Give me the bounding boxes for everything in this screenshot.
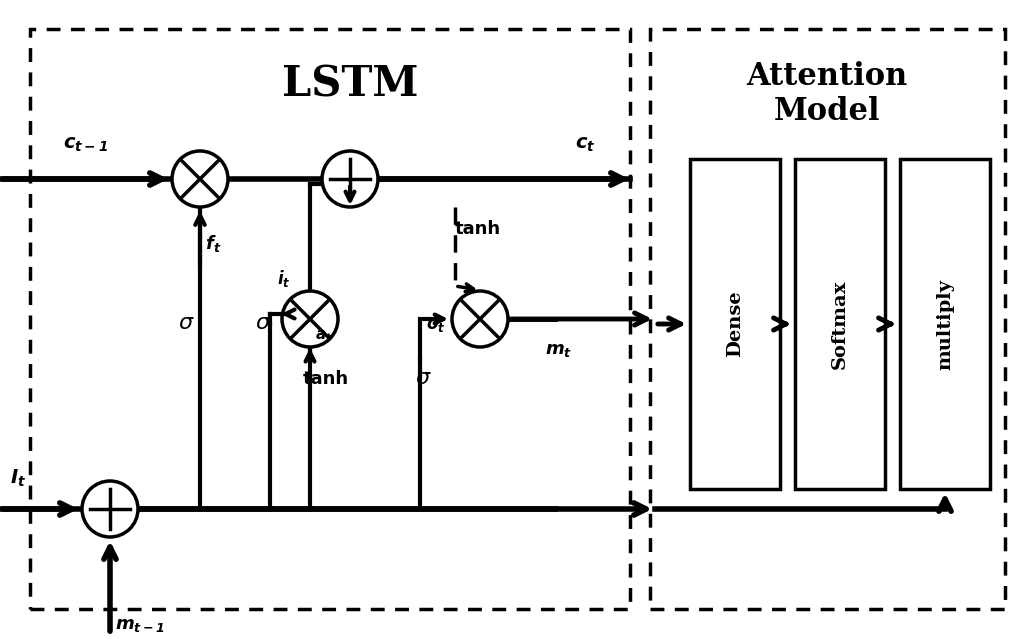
Text: tanh: tanh <box>303 370 349 388</box>
Bar <box>30 29 630 609</box>
Text: $\bfit{f_t}$: $\bfit{f_t}$ <box>205 233 221 254</box>
Text: Softmax: Softmax <box>831 279 849 369</box>
Text: $\bfit{c_{t-1}}$: $\bfit{c_{t-1}}$ <box>63 135 107 154</box>
Circle shape <box>82 481 137 537</box>
Text: $\bfit{o_t}$: $\bfit{o_t}$ <box>426 316 446 334</box>
Bar <box>650 29 1005 609</box>
Circle shape <box>452 291 508 347</box>
Text: $\sigma$: $\sigma$ <box>415 368 432 388</box>
Text: $\bfit{a_t}$: $\bfit{a_t}$ <box>315 328 333 344</box>
Bar <box>795 159 885 489</box>
Text: $\bfit{m_t}$: $\bfit{m_t}$ <box>545 341 572 359</box>
Circle shape <box>172 151 228 207</box>
Text: Attention
Model: Attention Model <box>746 61 908 127</box>
Circle shape <box>321 151 378 207</box>
Bar <box>690 159 780 489</box>
Text: LSTM: LSTM <box>282 63 419 105</box>
Text: $\bfit{m_{t-1}}$: $\bfit{m_{t-1}}$ <box>115 616 165 634</box>
Text: $\bfit{i_t}$: $\bfit{i_t}$ <box>277 268 291 289</box>
Text: $\sigma$: $\sigma$ <box>255 313 272 333</box>
Text: $\sigma$: $\sigma$ <box>178 313 195 333</box>
Text: $\bfit{c_t}$: $\bfit{c_t}$ <box>574 135 595 154</box>
Text: tanh: tanh <box>455 220 501 238</box>
Text: multiply: multiply <box>936 279 954 369</box>
Text: Dense: Dense <box>726 291 744 357</box>
Circle shape <box>282 291 338 347</box>
Text: $\bfit{I_t}$: $\bfit{I_t}$ <box>10 468 26 489</box>
Bar <box>900 159 990 489</box>
